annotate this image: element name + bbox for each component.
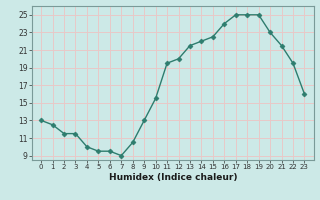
X-axis label: Humidex (Indice chaleur): Humidex (Indice chaleur) [108,173,237,182]
